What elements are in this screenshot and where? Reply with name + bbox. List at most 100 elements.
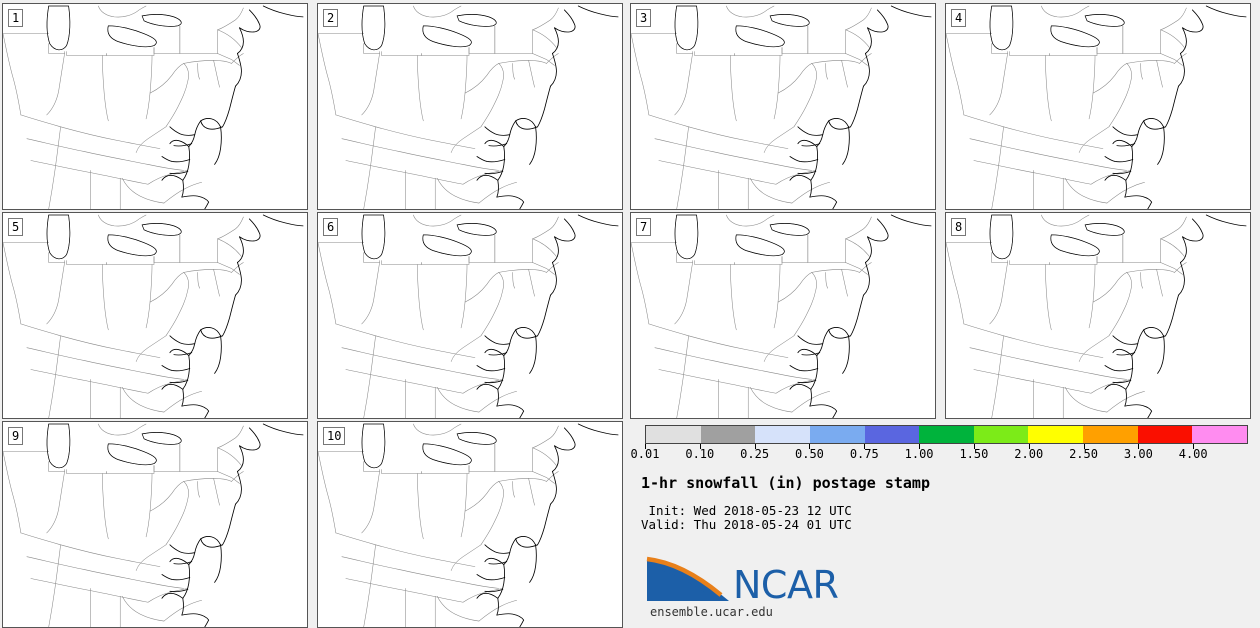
map-geography (631, 214, 932, 418)
colorbar-tick-9 (1138, 444, 1140, 449)
state-boundaries (3, 214, 244, 418)
colorbar-tick-10 (1193, 444, 1195, 449)
panel-number-label: 9 (8, 427, 24, 445)
great-lakes-outline (361, 214, 497, 260)
panel-number-label: 4 (951, 9, 967, 27)
great-lakes-outline (989, 5, 1125, 51)
coastline (1104, 214, 1247, 418)
coastline (161, 423, 304, 627)
map-panel-8[interactable]: 8 (945, 212, 1251, 419)
ensemble-url-label: ensemble.ucar.edu (650, 605, 773, 619)
map-panel-4[interactable]: 4 (945, 3, 1251, 210)
state-boundaries (318, 5, 559, 209)
colorbar-tick-0 (645, 444, 646, 449)
init-time-label: Init: Wed 2018-05-23 12 UTC (641, 503, 852, 518)
colorbar-tick-5 (919, 444, 921, 449)
colorbar-label-4: 0.75 (849, 447, 879, 461)
colorbar-swatch-4 (864, 426, 920, 443)
state-boundaries (318, 423, 559, 627)
map-panel-1[interactable]: 1 (2, 3, 308, 210)
colorbar-label-5: 1.00 (904, 447, 934, 461)
colorbar-label-10: 4.00 (1178, 447, 1208, 461)
great-lakes-outline (46, 5, 182, 51)
colorbar-swatch-1 (700, 426, 756, 443)
great-lakes-outline (46, 214, 182, 260)
map-geography (3, 214, 304, 418)
panel-number-label: 10 (323, 427, 346, 445)
colorbar-swatch-9 (1137, 426, 1193, 443)
colorbar (645, 425, 1248, 444)
state-boundaries (946, 214, 1187, 418)
ncar-logo: NCAR ensemble.ucar.edu (645, 555, 845, 625)
colorbar-swatch-7 (1028, 426, 1084, 443)
map-panel-7[interactable]: 7 (630, 212, 936, 419)
colorbar-label-9: 3.00 (1123, 447, 1153, 461)
colorbar-label-1: 0.10 (685, 447, 715, 461)
coastline (476, 423, 619, 627)
map-panel-10[interactable]: 10 (317, 421, 623, 628)
map-geography (631, 5, 932, 209)
valid-time-label: Valid: Thu 2018-05-24 01 UTC (641, 517, 852, 532)
ncar-wordmark: NCAR (733, 563, 839, 607)
colorbar-swatch-3 (809, 426, 865, 443)
map-panel-3[interactable]: 3 (630, 3, 936, 210)
map-geography (318, 5, 619, 209)
colorbar-label-7: 2.00 (1014, 447, 1044, 461)
colorbar-tick-2 (754, 444, 756, 449)
great-lakes-outline (46, 423, 182, 469)
colorbar-swatch-2 (755, 426, 810, 443)
map-panel-9[interactable]: 9 (2, 421, 308, 628)
map-geography (3, 5, 304, 209)
coastline (161, 5, 304, 209)
colorbar-swatch-10 (1192, 426, 1248, 443)
map-geography (3, 423, 304, 627)
great-lakes-outline (674, 5, 810, 51)
coastline (161, 214, 304, 418)
state-boundaries (631, 214, 872, 418)
panel-number-label: 3 (636, 9, 652, 27)
state-boundaries (631, 5, 872, 209)
colorbar-swatch-6 (973, 426, 1029, 443)
map-geography (318, 214, 619, 418)
colorbar-tick-6 (973, 444, 975, 449)
map-panel-5[interactable]: 5 (2, 212, 308, 419)
coastline (476, 214, 619, 418)
colorbar-label-6: 1.50 (959, 447, 989, 461)
panel-number-label: 8 (951, 218, 967, 236)
colorbar-label-3: 0.50 (795, 447, 824, 461)
colorbar-swatch-5 (919, 426, 974, 443)
legend-title: 1-hr snowfall (in) postage stamp (641, 474, 930, 492)
colorbar-tick-1 (699, 444, 701, 449)
colorbar-label-0: 0.01 (630, 447, 660, 461)
panel-number-label: 7 (636, 218, 652, 236)
coastline (476, 5, 619, 209)
colorbar-swatch-0 (646, 426, 701, 443)
colorbar-tick-7 (1028, 444, 1030, 449)
great-lakes-outline (361, 423, 497, 469)
state-boundaries (3, 5, 244, 209)
coastline (789, 214, 932, 418)
state-boundaries (946, 5, 1187, 209)
great-lakes-outline (361, 5, 497, 51)
map-geography (946, 5, 1247, 209)
colorbar-ticks (645, 444, 1248, 449)
colorbar-tick-4 (864, 444, 866, 449)
great-lakes-outline (989, 214, 1125, 260)
map-panel-6[interactable]: 6 (317, 212, 623, 419)
state-boundaries (3, 423, 244, 627)
colorbar-label-8: 2.50 (1069, 447, 1098, 461)
panel-number-label: 1 (8, 9, 24, 27)
panel-number-label: 6 (323, 218, 339, 236)
great-lakes-outline (674, 214, 810, 260)
coastline (789, 5, 932, 209)
colorbar-tick-labels: 0.01 0.10 0.25 0.50 0.75 1.00 1.50 2.00 2.50 3.00… (631, 447, 1248, 461)
colorbar-label-2: 0.25 (740, 447, 770, 461)
coastline (1104, 5, 1247, 209)
panel-number-label: 2 (323, 9, 339, 27)
legend-area: 0.01 0.10 0.25 0.50 0.75 1.00 1.50 2.00 2.50 3.00… (628, 420, 1260, 627)
map-geography (946, 214, 1247, 418)
map-panel-2[interactable]: 2 (317, 3, 623, 210)
colorbar-tick-3 (809, 444, 811, 449)
colorbar-tick-8 (1083, 444, 1085, 449)
